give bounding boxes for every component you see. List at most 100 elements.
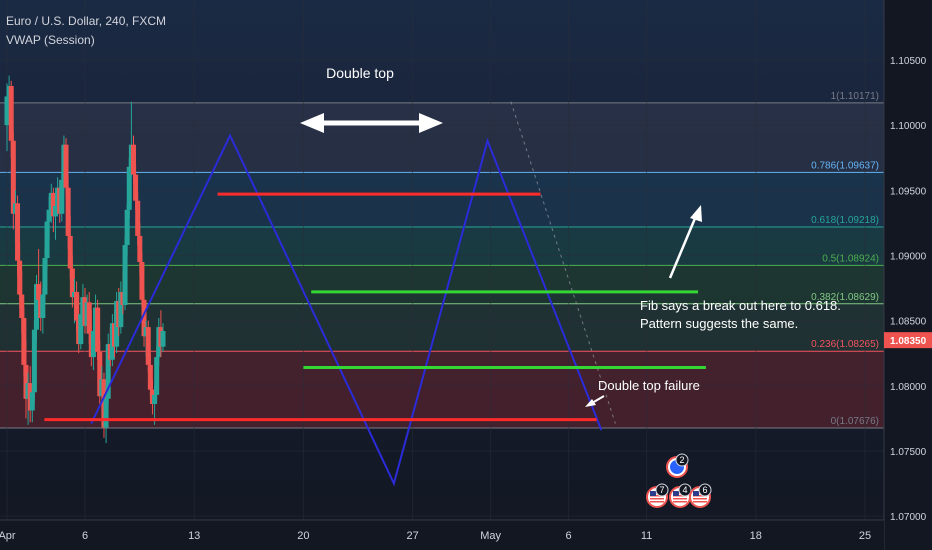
flag-stripe [673,501,687,503]
candle-body [154,357,160,395]
fib-level-label: 0(1.07676) [831,416,879,427]
fib-band [0,265,884,304]
current-price-label: 1.08350 [890,336,927,347]
time-tick-label: Apr [0,530,16,542]
double-top-failure-label: Double top failure [598,378,700,393]
candle-body [147,364,153,390]
price-tick-label: 1.07000 [890,512,927,523]
candle-body [36,284,42,300]
event-badge[interactable]: 7 [646,483,669,508]
candle-body [139,261,145,300]
candle-body [86,302,92,334]
double-top-pattern-line[interactable] [90,133,603,487]
price-axis[interactable] [884,0,932,550]
candle-body [124,209,130,246]
candle-body [152,394,158,405]
flag-stripe [693,501,707,503]
price-tick-label: 1.10000 [890,121,927,132]
flag-canton [650,491,656,496]
candles [4,75,166,444]
candle-body [130,144,136,175]
candle-body [4,96,10,126]
candle-body [8,86,14,141]
failure-arrow[interactable] [585,395,605,407]
time-tick-label: 20 [297,530,309,542]
candle-body [15,203,21,261]
candle-body [34,284,40,330]
flag-stripe [673,498,687,500]
candle-body [78,314,84,345]
badge-count-bg [698,483,712,497]
flag-stripe [693,495,707,497]
badge-count: 2 [679,455,684,465]
candle-body [145,327,151,365]
fib-level-label: 0.236(1.08265) [811,339,879,350]
candle-body [31,329,37,393]
annotations: Double top Fib says a break out here to 0… [326,65,841,393]
candle-body [40,294,46,318]
fib-level-label: 1(1.10171) [831,91,879,102]
fibonacci-retracement[interactable] [0,102,884,429]
flag-stripe [650,498,664,500]
candle-body [126,166,132,210]
double-top-label: Double top [326,65,394,81]
arrow-head [585,399,596,407]
candle-body [50,192,56,217]
event-badges[interactable]: 2 7 4 6 [646,453,712,508]
candle-body [59,179,65,214]
candle-body [95,307,101,352]
candle-body [19,294,25,318]
candle-body [103,398,109,428]
candle-body [29,392,35,411]
candle-body [97,351,103,397]
event-badge[interactable]: 4 [669,483,692,508]
flag-stripe [650,495,664,497]
price-tick-label: 1.08500 [890,317,927,328]
candle-body [65,187,71,236]
price-tick-label: 1.09500 [890,186,927,197]
arrow-head-right [419,113,443,133]
badge-count: 7 [659,485,664,495]
candle-body [67,235,73,269]
plot-background [0,0,884,550]
arrow-shaft [668,215,698,279]
candle-body [52,205,58,217]
price-tick-label: 1.08000 [890,382,927,393]
candle-body [74,291,80,321]
double-arrow[interactable] [300,113,443,133]
fib-band [0,172,884,228]
arrow-shaft [591,395,605,404]
fib-note-line1: Fib says a break out here to 0.618. [640,298,841,313]
time-axis[interactable] [0,520,884,550]
candle-body [42,258,48,295]
fib-level-label: 0.5(1.08924) [822,253,879,264]
candle-body [21,317,27,365]
time-tick-label: 13 [188,530,200,542]
event-badge[interactable]: 6 [689,483,712,508]
flag-canton [673,491,679,496]
candle-body [118,291,124,328]
time-tick-label: 6 [566,530,572,542]
candle-body [46,209,52,222]
grid [0,0,884,520]
badge-count-bg [655,483,669,497]
fib-band [0,227,884,266]
candle-body [10,140,16,214]
arrow-head [690,205,702,222]
dashed-trend-line[interactable] [510,101,616,424]
time-tick-label: 11 [641,530,652,542]
candle-body [137,235,143,262]
event-badge[interactable]: 2 [666,453,689,478]
candle-body [141,299,147,337]
breakout-arrow[interactable] [668,205,702,279]
badge-count-bg [678,483,692,497]
candle-body [122,245,128,305]
time-tick-label: 6 [82,530,88,542]
drawings[interactable] [44,101,706,487]
current-price-tag[interactable] [884,332,932,349]
candle-body [105,344,111,399]
badge-count: 6 [702,485,707,495]
flag-canton [693,491,699,496]
